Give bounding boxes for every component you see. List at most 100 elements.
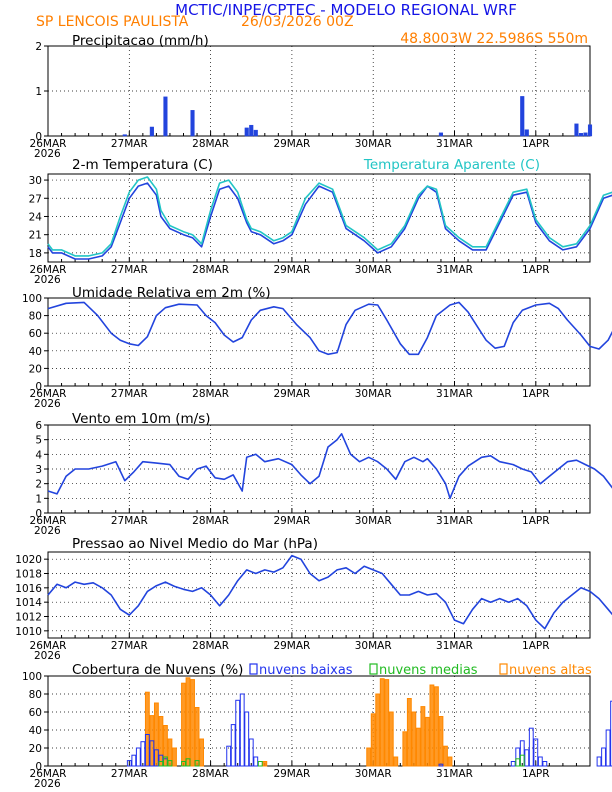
header-location: 48.8003W 22.5986S 550m <box>400 31 588 47</box>
year-label: 2026 <box>34 274 61 286</box>
y-tick-label: 30 <box>29 175 42 187</box>
cloud-bar-high <box>153 702 159 767</box>
day-label: 1APR <box>522 388 550 400</box>
panel-title: Cobertura de Nuvens (%) <box>72 662 243 678</box>
series-line <box>47 432 612 500</box>
cloud-bar-high <box>443 745 448 767</box>
day-label: 1APR <box>522 640 550 652</box>
cloud-bar-low <box>519 740 525 767</box>
y-tick-label: 80 <box>29 311 42 323</box>
day-label: 29MAR <box>273 768 310 780</box>
precipitation-bar <box>190 110 195 137</box>
cloud-bar-high <box>447 756 453 767</box>
year-label: 2026 <box>34 778 61 790</box>
y-tick-label: 24 <box>29 211 43 223</box>
cloud-bar-low <box>515 747 521 767</box>
cloud-bar-high <box>384 679 390 767</box>
cloud-bar-high <box>379 678 385 767</box>
cloud-bar-high <box>411 711 417 767</box>
header-city: SP LENCOIS PAULISTA <box>36 14 189 30</box>
day-label: 30MAR <box>355 768 392 780</box>
cloud-bar-high <box>420 706 426 767</box>
legend-label: nuvens altas <box>509 663 592 678</box>
cloud-bar-low <box>528 727 534 767</box>
cloud-bar-low <box>601 747 606 767</box>
cloud-bar-mid <box>167 760 173 767</box>
cloud-bar-low <box>248 738 254 767</box>
day-label: 26MAR <box>30 515 67 527</box>
cloud-bar-high <box>190 679 195 767</box>
cloud-bar-low <box>510 761 516 767</box>
y-tick-label: 1 <box>35 493 42 505</box>
y-tick-label: 60 <box>29 707 42 719</box>
cloud-bar-low <box>542 761 548 767</box>
y-tick-label: 40 <box>29 725 42 737</box>
day-label: 26MAR <box>30 640 67 652</box>
day-label: 29MAR <box>273 388 310 400</box>
y-tick-label: 0 <box>35 131 42 143</box>
series-line <box>47 176 612 257</box>
cloud-bar-high <box>402 731 408 767</box>
cloud-bar-high <box>415 727 421 767</box>
cloud-bar-high <box>388 711 394 767</box>
day-label: 28MAR <box>192 138 229 150</box>
cloud-bar-low <box>537 756 543 767</box>
day-label: 28MAR <box>192 768 229 780</box>
cloud-bar-low <box>226 745 232 767</box>
cloud-bar-low <box>605 729 611 767</box>
cloud-bar-low <box>438 763 444 767</box>
day-label: 31MAR <box>436 388 473 400</box>
y-tick-label: 4 <box>35 449 42 461</box>
cloud-bar-high <box>163 725 168 767</box>
y-tick-label: 6 <box>35 420 42 432</box>
cloud-bar-high <box>393 756 399 767</box>
day-label: 31MAR <box>436 138 473 150</box>
day-label: 30MAR <box>355 515 392 527</box>
precipitation-bar <box>122 134 127 137</box>
cloud-bar-high <box>144 691 150 767</box>
cloud-bar-high <box>194 707 200 767</box>
y-tick-label: 1014 <box>15 597 42 609</box>
cloud-bar-mid <box>257 761 263 767</box>
day-label: 30MAR <box>355 640 392 652</box>
cloud-bar-low <box>253 756 259 767</box>
day-label: 27MAR <box>111 264 148 276</box>
y-tick-label: 1012 <box>15 612 42 624</box>
day-label: 31MAR <box>436 640 473 652</box>
panel-title: Precipitacao (mm/h) <box>72 33 209 49</box>
cloud-bar-high <box>167 738 173 767</box>
day-label: 27MAR <box>111 515 148 527</box>
precipitation-bar <box>574 123 579 137</box>
cloud-bar-high <box>172 747 177 767</box>
precipitation-bar <box>524 129 529 137</box>
series-line <box>47 554 612 630</box>
precipitation-bar <box>520 96 525 137</box>
precipitation-bar <box>249 124 254 137</box>
day-label: 31MAR <box>436 264 473 276</box>
cloud-bar-mid <box>519 754 525 767</box>
day-label: 29MAR <box>273 264 310 276</box>
cloud-bar-low <box>144 734 150 767</box>
day-label: 28MAR <box>192 388 229 400</box>
precipitation-bar <box>438 132 444 137</box>
cloud-bar-low <box>135 747 141 767</box>
cloud-bar-low <box>153 749 159 767</box>
y-tick-label: 1016 <box>15 583 42 595</box>
precipitation-bar <box>587 124 593 137</box>
day-label: 29MAR <box>273 138 310 150</box>
legend-label: Temperatura Aparente (C) <box>363 157 540 173</box>
y-tick-label: 27 <box>29 193 42 205</box>
day-label: 30MAR <box>355 264 392 276</box>
y-tick-label: 1010 <box>15 626 42 638</box>
day-label: 26MAR <box>30 138 67 150</box>
cloud-bar-mid <box>515 758 521 767</box>
precipitation-bar <box>253 129 258 137</box>
day-label: 27MAR <box>111 138 148 150</box>
cloud-bar-low <box>239 693 245 767</box>
year-label: 2026 <box>34 525 61 537</box>
cloud-bar-high <box>185 677 191 767</box>
precipitation-bar <box>578 133 584 137</box>
day-label: 28MAR <box>192 515 229 527</box>
day-label: 1APR <box>522 264 550 276</box>
